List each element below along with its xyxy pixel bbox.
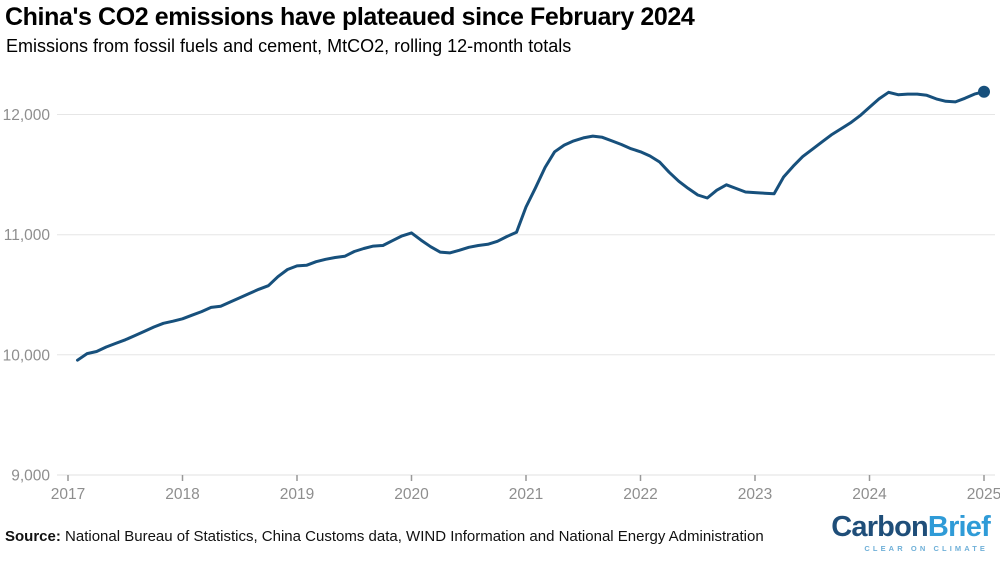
chart-title: China's CO2 emissions have plateaued sin… — [5, 3, 695, 31]
carbonbrief-logo: CarbonBrief CLEAR ON CLIMATE — [831, 511, 991, 553]
source-label: Source: — [5, 528, 61, 545]
logo-wordmark: CarbonBrief — [831, 511, 991, 543]
x-axis-label: 2020 — [394, 486, 429, 503]
y-axis-label: 12,000 — [3, 107, 51, 124]
source-note: Source: National Bureau of Statistics, C… — [5, 528, 764, 545]
y-axis-label: 10,000 — [3, 347, 51, 364]
y-axis-label: 9,000 — [11, 468, 50, 485]
y-axis-label: 11,000 — [4, 227, 51, 244]
chart-subtitle: Emissions from fossil fuels and cement, … — [6, 36, 572, 56]
x-axis-label: 2019 — [280, 486, 314, 503]
logo-carbon: Carbon — [831, 511, 929, 543]
x-axis-label: 2018 — [165, 486, 199, 503]
x-axis-label: 2025 — [967, 486, 1000, 503]
logo-brief: Brief — [927, 511, 991, 543]
latest-value-dot — [978, 85, 990, 98]
logo-tagline: CLEAR ON CLIMATE — [864, 544, 988, 553]
x-axis-label: 2022 — [623, 486, 657, 503]
x-axis-label: 2024 — [852, 486, 887, 503]
emissions-line — [76, 90, 986, 362]
source-text: National Bureau of Statistics, China Cus… — [65, 528, 764, 545]
x-axis-label: 2023 — [738, 486, 772, 503]
x-axis-label: 2021 — [509, 486, 543, 503]
x-axis-label: 2017 — [51, 486, 85, 503]
